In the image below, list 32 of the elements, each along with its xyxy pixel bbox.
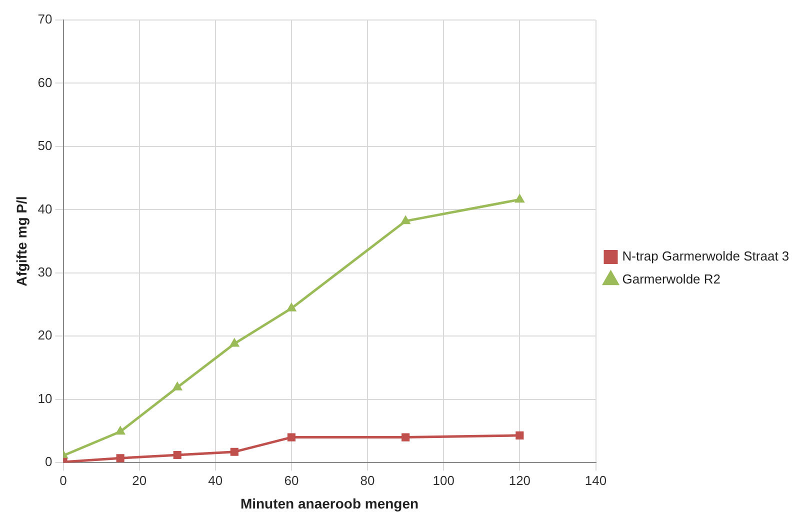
x-tick-label: 100 bbox=[432, 472, 454, 488]
y-tick-label: 20 bbox=[38, 328, 52, 343]
point bbox=[172, 382, 182, 390]
legend-label: Garmerwolde R2 bbox=[622, 272, 721, 287]
y-tick-label: 50 bbox=[38, 138, 52, 154]
x-tick-label: 20 bbox=[132, 472, 147, 488]
x-tick-label: 40 bbox=[208, 472, 223, 488]
point bbox=[173, 450, 182, 460]
x-axis-title: Minuten anaeroob mengen bbox=[240, 495, 419, 512]
point bbox=[400, 216, 410, 224]
y-axis-title: Afgifte mg P/l bbox=[13, 196, 30, 286]
x-tick-label: 60 bbox=[284, 472, 299, 488]
y-tick-label: 10 bbox=[38, 390, 52, 406]
point bbox=[230, 338, 240, 347]
y-tick-label: 30 bbox=[38, 264, 52, 280]
y-tick-label: 0 bbox=[45, 454, 52, 470]
point bbox=[514, 194, 525, 203]
x-tick-label: 80 bbox=[360, 472, 375, 488]
point bbox=[516, 431, 524, 440]
x-tick-label: 140 bbox=[584, 472, 607, 488]
y-tick-label: 40 bbox=[38, 201, 52, 216]
x-tick-label: 120 bbox=[508, 472, 531, 488]
point bbox=[402, 433, 410, 442]
point bbox=[230, 448, 238, 456]
y-tick-label: 60 bbox=[38, 74, 52, 90]
y-tick-label: 70 bbox=[38, 12, 52, 27]
point bbox=[287, 433, 296, 442]
x-tick-label: 0 bbox=[60, 472, 67, 488]
point bbox=[286, 302, 296, 312]
point bbox=[115, 426, 126, 435]
legend-label: N-trap Garmerwolde Straat 3 bbox=[622, 248, 790, 264]
point bbox=[116, 454, 124, 462]
